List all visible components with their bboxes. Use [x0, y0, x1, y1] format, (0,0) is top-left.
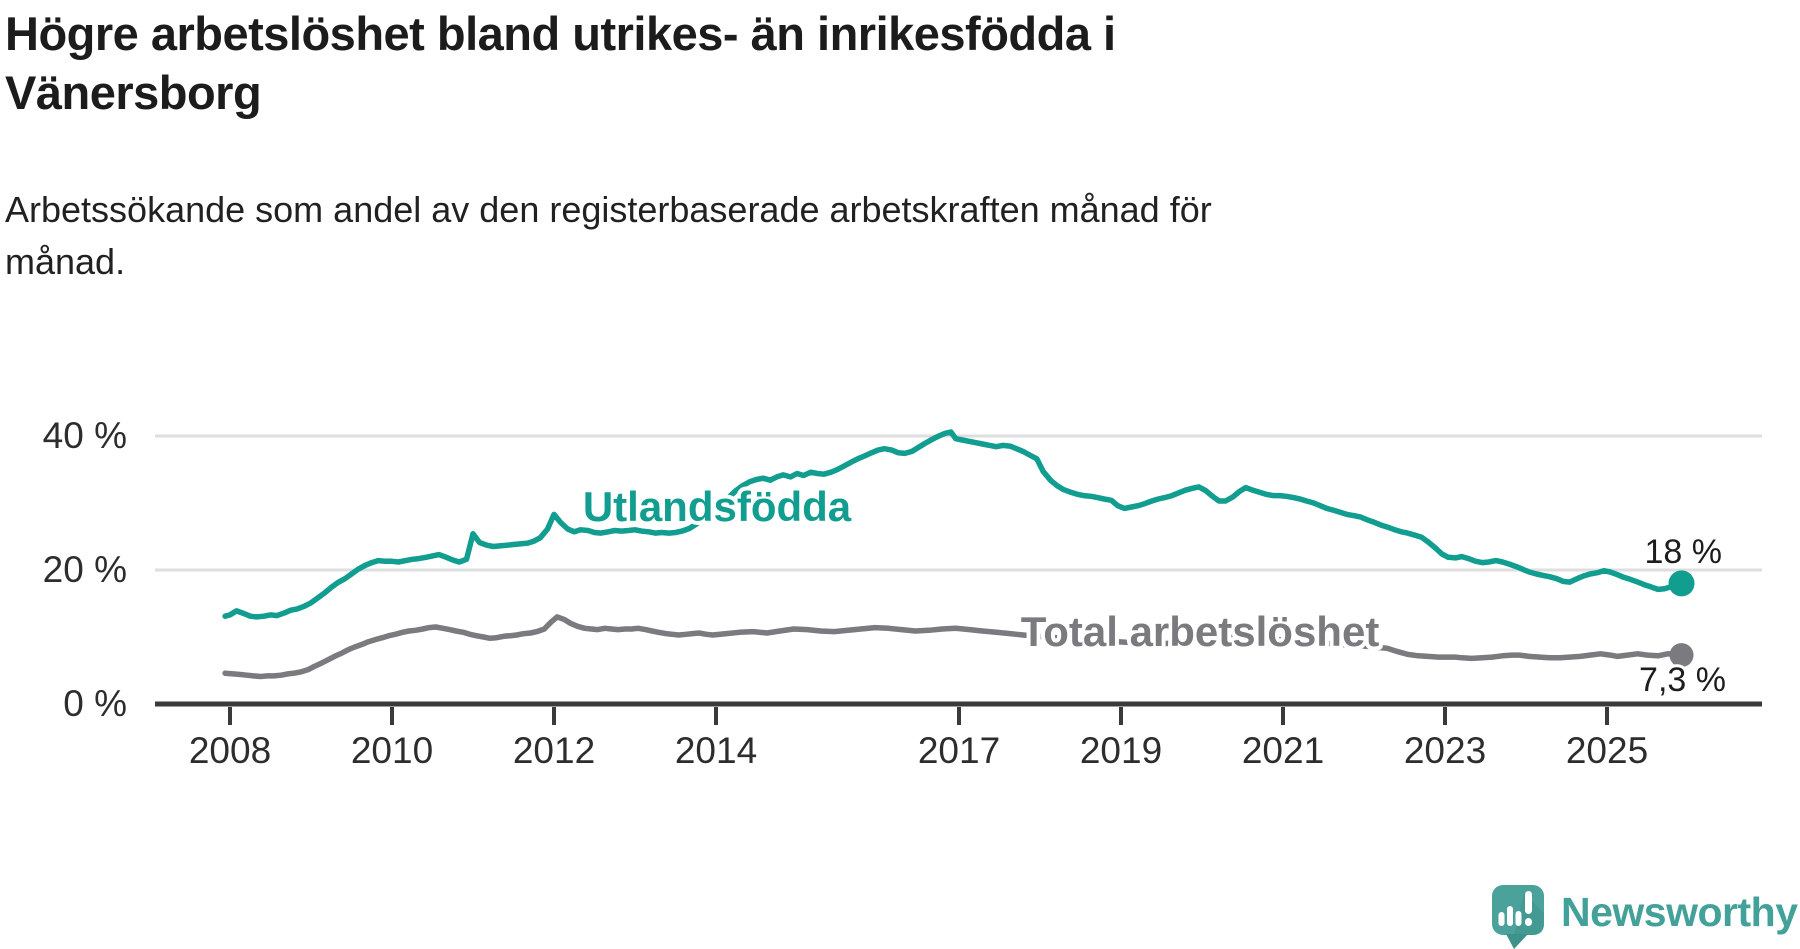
- end-dot-utlandsfodda: [1668, 570, 1695, 597]
- series-label-utlandsfodda: Utlandsfödda: [583, 483, 852, 530]
- series-line-utlandsfodda: [222, 429, 1685, 620]
- x-tick-label-2023: 2023: [1404, 730, 1486, 771]
- x-tick-label-2014: 2014: [675, 730, 757, 771]
- x-tick-label-2019: 2019: [1080, 730, 1162, 771]
- speech-bubble-bar-chart-icon: [1492, 885, 1544, 949]
- series-line-total: [222, 614, 1685, 680]
- x-tick-label-2025: 2025: [1566, 730, 1648, 771]
- chart-subtitle: Arbetssökande som andel av den registerb…: [5, 184, 1212, 288]
- series-label-total: Total arbetslöshet: [1021, 608, 1380, 655]
- subtitle-line-1: Arbetssökande som andel av den registerb…: [5, 189, 1212, 230]
- subtitle-line-2: månad.: [5, 241, 126, 282]
- end-value-label-utlandsfodda: 18 %: [1645, 533, 1723, 571]
- x-tick-label-2012: 2012: [513, 730, 595, 771]
- x-tick-label-2017: 2017: [918, 730, 1000, 771]
- end-value-label-total: 7,3 %: [1639, 661, 1726, 699]
- x-tick-label-2008: 2008: [189, 730, 271, 771]
- page-title-line-2: Vänersborg: [5, 66, 262, 119]
- end-dot-total: [1669, 643, 1694, 668]
- chart-header: Högre arbetslöshet bland utrikes- än inr…: [5, 4, 1116, 122]
- y-tick-label-40: 40 %: [43, 415, 127, 456]
- newsworthy-logo: Newsworthy: [1490, 883, 1798, 949]
- page-title-line-1: Högre arbetslöshet bland utrikes- än inr…: [5, 7, 1116, 60]
- x-tick-label-2010: 2010: [351, 730, 433, 771]
- newsworthy-logo-text: Newsworthy: [1561, 889, 1798, 935]
- x-tick-label-2021: 2021: [1242, 730, 1324, 771]
- y-tick-label-20: 20 %: [43, 549, 127, 590]
- y-tick-label-0: 0 %: [63, 683, 127, 724]
